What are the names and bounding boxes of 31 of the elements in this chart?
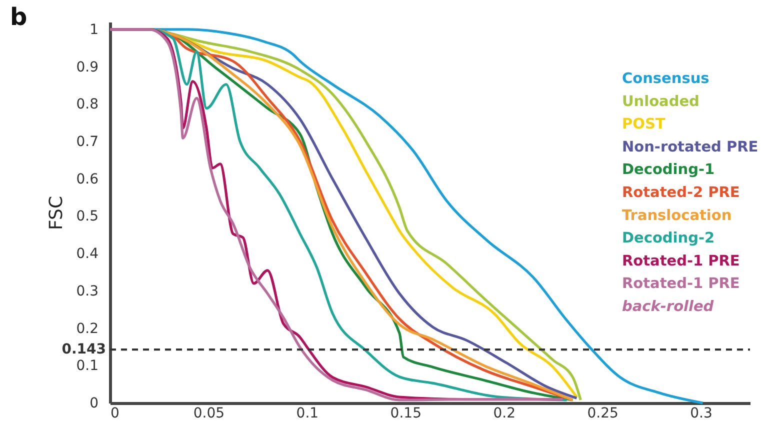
text: Consensus (622, 71, 710, 87)
x-tick-label: 0.25 (587, 406, 618, 422)
y-tick-label: 0.6 (76, 171, 99, 188)
y-tick-label: 0.7 (76, 134, 98, 150)
x-tick-label: 0 (110, 406, 120, 422)
y-tick-label: 0.5 (76, 208, 98, 225)
x-tick-label: 0.3 (690, 406, 712, 422)
text: Translocation (622, 208, 732, 224)
ref-line-label: 0.143 (62, 342, 106, 358)
text: Non-rotated PRE (622, 139, 758, 156)
text: Rotated-1 PRE back-rolled (622, 276, 740, 315)
y-tick-label: 0.4 (76, 246, 99, 262)
y-tick-label: 0.1 (76, 358, 98, 374)
x-tick-label: 0.2 (493, 406, 516, 422)
y-axis-title: FSC (46, 196, 68, 230)
chart-title: b (10, 3, 28, 31)
x-tick-label: 0.15 (390, 406, 422, 422)
text: Unloaded (622, 94, 700, 110)
y-tick-label: 0 (90, 396, 98, 412)
text: Decoding-1 (622, 162, 715, 178)
y-tick-label: 0.3 (76, 283, 98, 300)
x-tick-label: 0.1 (296, 406, 319, 422)
text: Rotated-2 PRE (622, 185, 740, 201)
text: Rotated-1 PRE (622, 253, 740, 270)
text: POST (622, 116, 666, 133)
y-tick-label: 1 (90, 22, 98, 38)
y-tick-label: 0.8 (76, 96, 98, 113)
y-tick-label: 0.9 (76, 59, 98, 76)
text: Decoding-2 (622, 230, 715, 247)
y-tick-label: 0.2 (76, 320, 98, 337)
x-tick-label: 0.05 (193, 406, 225, 422)
